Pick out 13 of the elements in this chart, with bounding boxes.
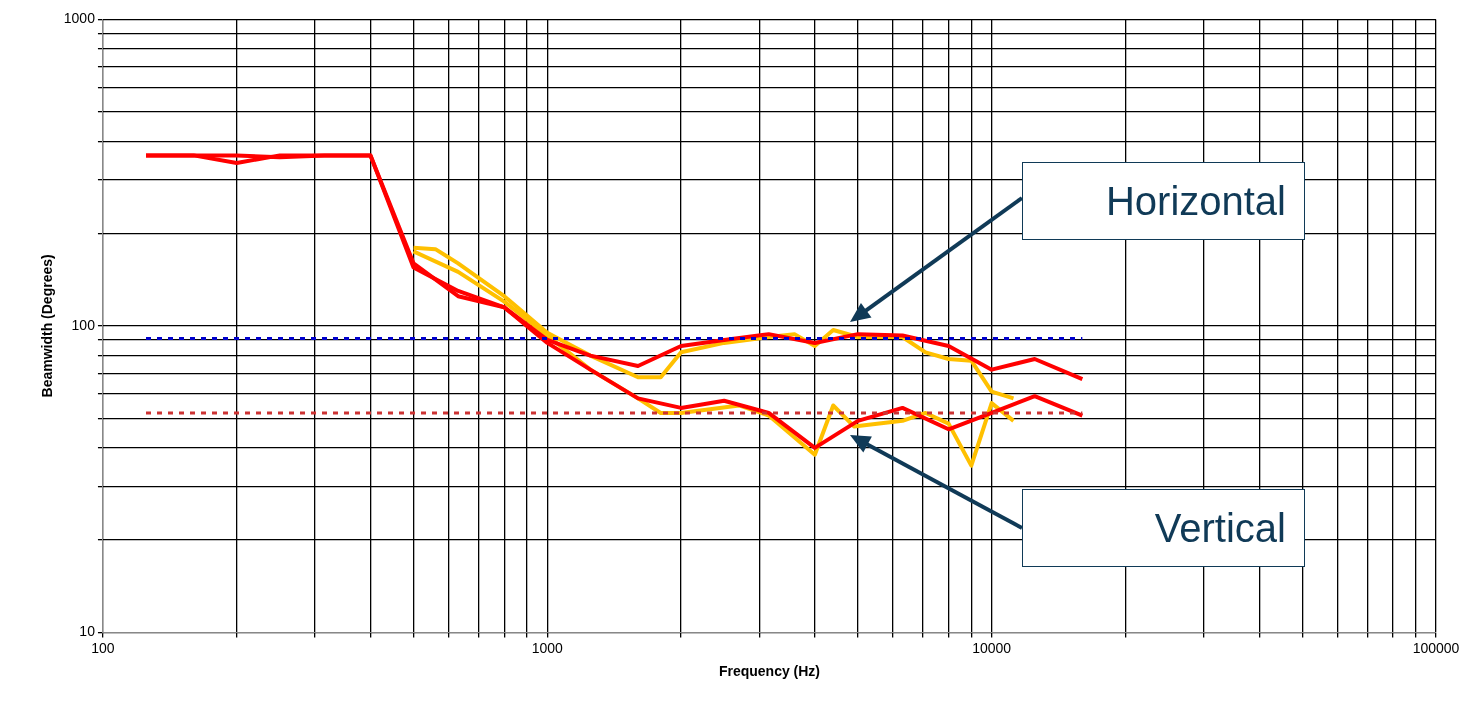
x-tick-label: 10000	[972, 639, 1012, 656]
y-tick-label: 100	[71, 316, 96, 333]
callout-box: Horizontal	[1022, 162, 1305, 240]
callout-box: Vertical	[1022, 489, 1305, 567]
y-tick-label: 10	[79, 623, 96, 640]
x-tick-label: 1000	[531, 639, 564, 656]
x-tick-label: 100000	[1412, 639, 1460, 656]
annotation: Horizontal	[1105, 178, 1286, 224]
x-tick-label: 100	[91, 639, 115, 656]
x-axis-title: Frequency (Hz)	[718, 663, 821, 680]
y-axis-title: Beamwidth (Degrees)	[39, 254, 56, 398]
annotation: Vertical	[1154, 505, 1286, 551]
y-tick-label: 1000	[63, 10, 96, 27]
